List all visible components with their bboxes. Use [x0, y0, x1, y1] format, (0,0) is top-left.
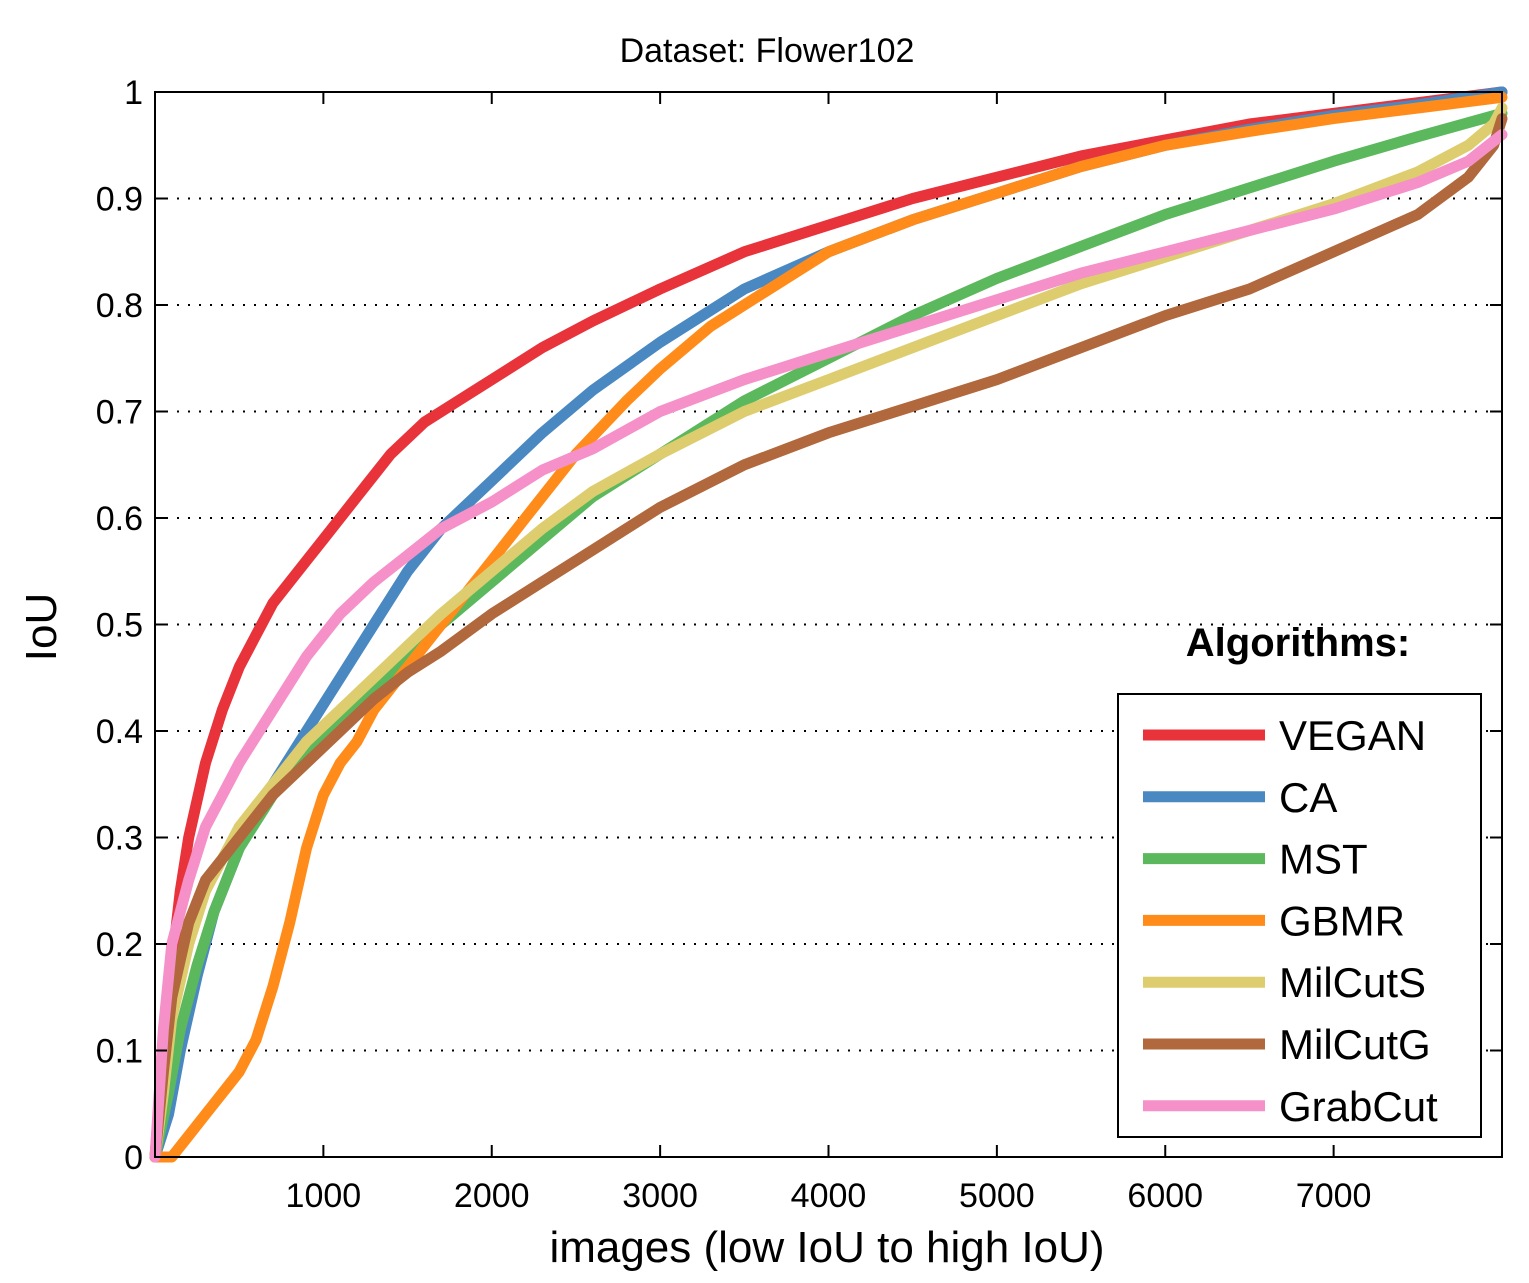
y-tick-label: 0.7	[96, 394, 143, 432]
y-tick-label: 0.6	[96, 500, 143, 538]
y-tick-label: 0.5	[96, 607, 143, 645]
chart-title: Dataset: Flower102	[620, 32, 915, 70]
y-tick-label: 0.9	[96, 181, 143, 219]
y-tick-label: 0.1	[96, 1033, 143, 1071]
y-tick-label: 0.3	[96, 820, 143, 858]
x-tick-label: 7000	[1296, 1177, 1372, 1215]
y-tick-label: 0.4	[96, 713, 143, 751]
legend-label-milcuts: MilCutS	[1279, 959, 1426, 1006]
y-tick-label: 1	[124, 74, 143, 112]
legend-label-vegan: VEGAN	[1279, 712, 1426, 759]
x-tick-label: 4000	[791, 1177, 867, 1215]
series-line-milcutg	[149, 113, 1508, 1163]
y-tick-label: 0.8	[96, 287, 143, 325]
x-axis-label: images (low IoU to high IoU)	[549, 1223, 1104, 1272]
y-tick-label: 0	[124, 1139, 143, 1177]
series-line-mst	[149, 107, 1508, 1163]
legend-label-mst: MST	[1279, 836, 1368, 883]
legend-label-grabcut: GrabCut	[1279, 1083, 1438, 1130]
series-line-grabcut	[149, 129, 1508, 1163]
series-layer	[149, 86, 1508, 1163]
legend-label-gbmr: GBMR	[1279, 897, 1405, 944]
x-tick-label: 5000	[959, 1177, 1035, 1215]
legend: VEGAN CA MST GBMR MilCutS MilCutG GrabCut	[1117, 693, 1482, 1138]
ticks-layer: 0 0.1 0.2 0.3 0.4 0.5 0.6 0.7 0.8 0.9 1 1000 2000 300…	[96, 74, 1502, 1215]
legend-label-ca: CA	[1279, 774, 1337, 821]
x-tick-label: 2000	[454, 1177, 530, 1215]
y-axis-label: IoU	[17, 593, 66, 661]
series-line-vegan	[149, 86, 1508, 1163]
y-tick-label: 0.2	[96, 926, 143, 964]
x-tick-label: 1000	[286, 1177, 362, 1215]
legend-title: Algorithms:	[1186, 621, 1410, 665]
x-tick-label: 3000	[622, 1177, 698, 1215]
x-tick-label: 6000	[1127, 1177, 1203, 1215]
legend-label-milcutg: MilCutG	[1279, 1021, 1431, 1068]
